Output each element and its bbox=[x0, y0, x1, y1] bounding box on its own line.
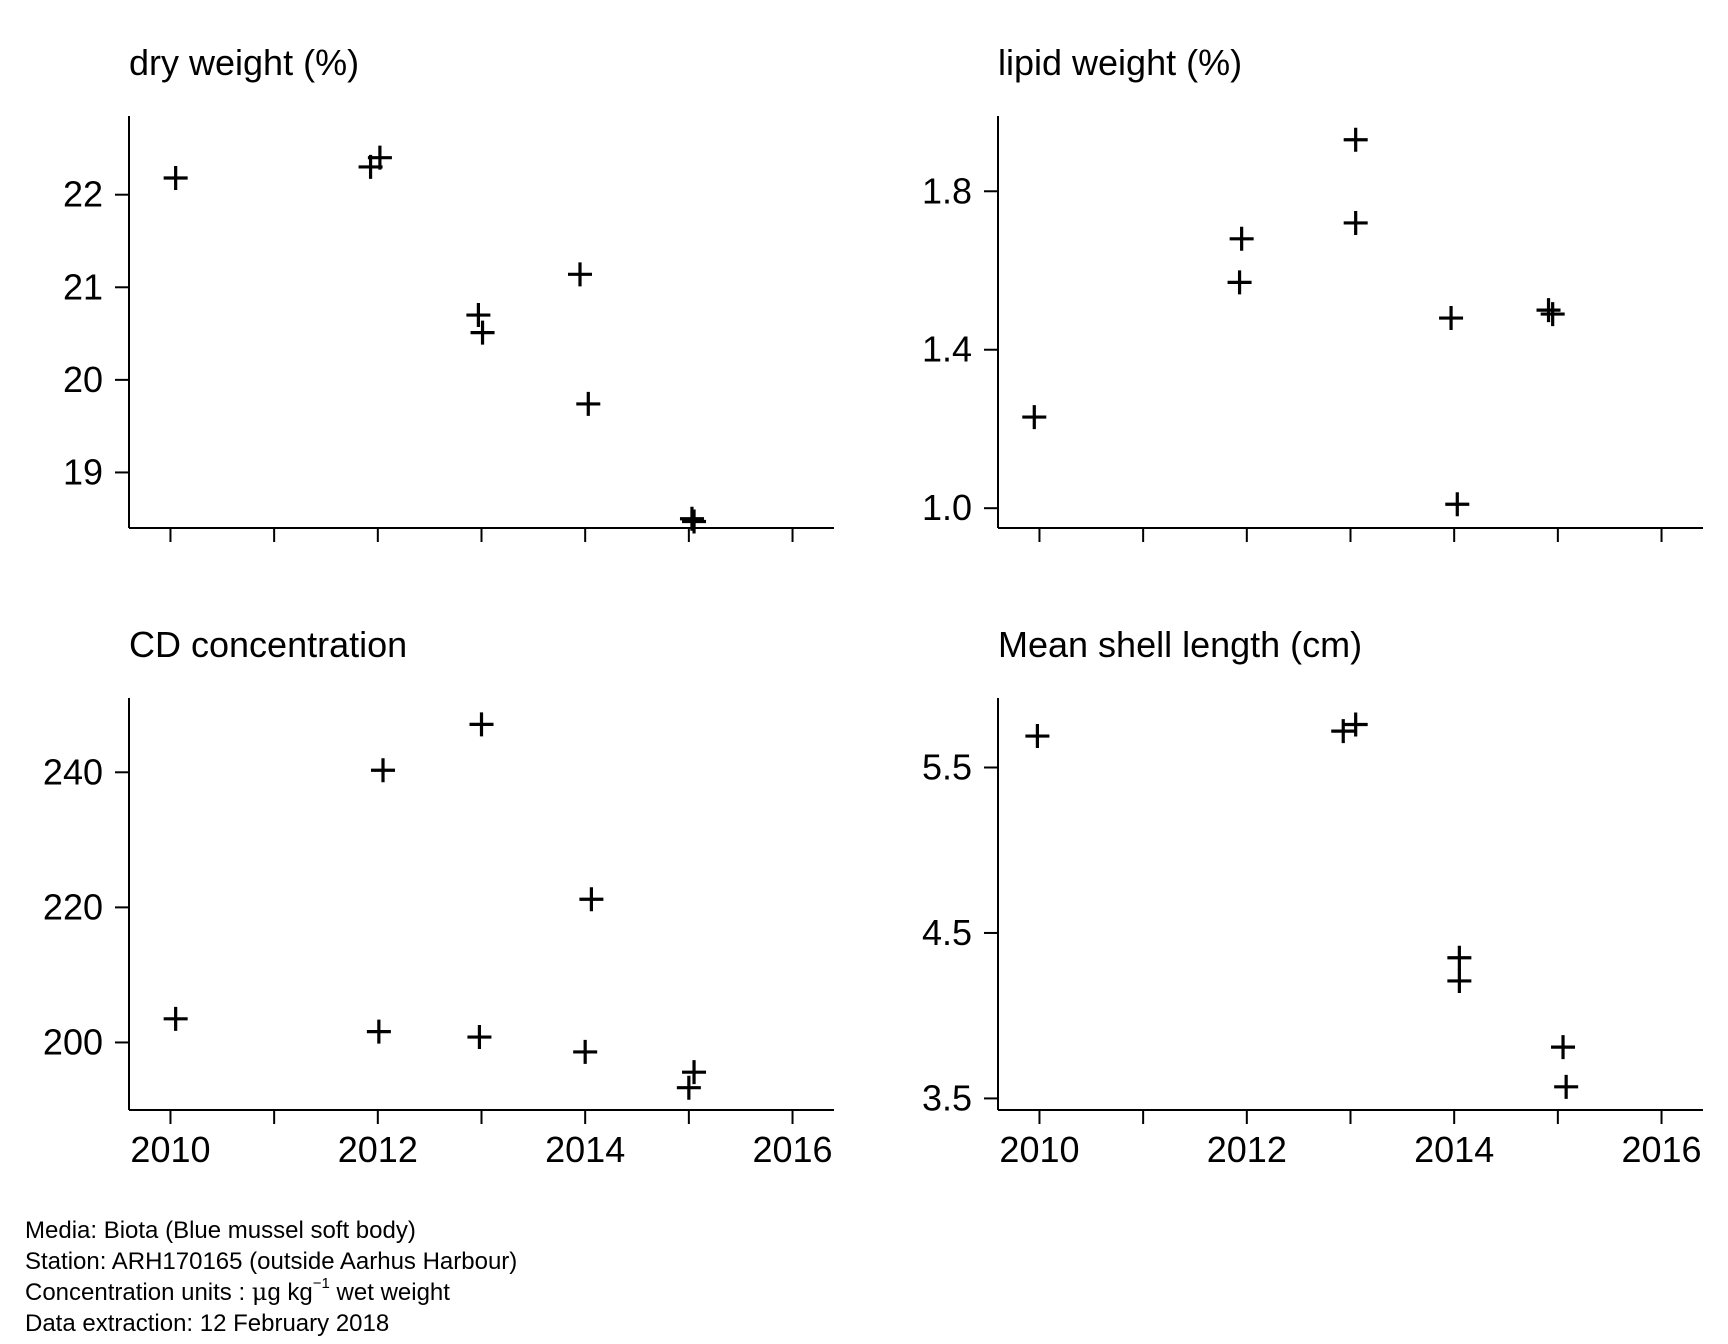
data-point bbox=[579, 887, 604, 912]
y-tick-label: 3.5 bbox=[922, 1077, 972, 1118]
y-tick-label: 5.5 bbox=[922, 746, 972, 787]
media-note: Media: Biota (Blue mussel soft body) bbox=[25, 1217, 416, 1244]
data-point bbox=[1331, 719, 1356, 744]
chart-footer: Media: Biota (Blue mussel soft body) Sta… bbox=[25, 1215, 517, 1339]
data-point bbox=[1536, 298, 1561, 323]
x-tick-label: 2016 bbox=[752, 1129, 832, 1170]
data-point bbox=[679, 506, 704, 531]
units-prefix: Concentration units : bbox=[25, 1279, 246, 1306]
data-point bbox=[1343, 210, 1368, 235]
y-tick-label: 200 bbox=[43, 1021, 103, 1062]
units-suffix: wet weight bbox=[329, 1279, 450, 1306]
panel-title: CD concentration bbox=[129, 624, 407, 665]
y-tick-label: 20 bbox=[63, 359, 103, 400]
data-point bbox=[1343, 712, 1368, 737]
data-point bbox=[1447, 945, 1472, 970]
units-exponent: −1 bbox=[312, 1275, 330, 1292]
x-tick-label: 2014 bbox=[545, 1129, 625, 1170]
y-tick-label: 19 bbox=[63, 451, 103, 492]
panel-title: Mean shell length (cm) bbox=[998, 624, 1362, 665]
data-point bbox=[469, 712, 494, 737]
y-tick-label: 21 bbox=[63, 266, 103, 307]
data-point bbox=[573, 1039, 598, 1064]
units-g: g kg bbox=[267, 1279, 313, 1306]
station-note: Station: ARH170165 (outside Aarhus Harbo… bbox=[25, 1248, 518, 1275]
data-point bbox=[1025, 724, 1050, 749]
y-tick-label: 4.5 bbox=[922, 912, 972, 953]
data-point bbox=[366, 1019, 391, 1044]
x-tick-label: 2012 bbox=[338, 1129, 418, 1170]
units-mu: μ bbox=[251, 1278, 268, 1306]
panel-dry-weight: dry weight (%) 19 20 21 22 bbox=[63, 42, 834, 542]
data-point bbox=[676, 1075, 701, 1100]
data-point bbox=[1229, 226, 1254, 251]
x-tick-label: 2012 bbox=[1207, 1129, 1287, 1170]
x-tick-label: 2010 bbox=[999, 1129, 1079, 1170]
y-tick-label: 1.8 bbox=[922, 170, 972, 211]
data-point bbox=[682, 509, 707, 534]
data-point bbox=[466, 303, 491, 328]
data-point bbox=[1439, 306, 1464, 331]
y-tick-label: 22 bbox=[63, 174, 103, 215]
data-point bbox=[1551, 1035, 1576, 1060]
data-point bbox=[367, 145, 392, 170]
data-point bbox=[1022, 405, 1047, 430]
data-point bbox=[467, 1025, 492, 1050]
units-note: Concentration units : μg kg−1 wet weight bbox=[25, 1275, 517, 1308]
data-point bbox=[371, 758, 396, 783]
data-point bbox=[163, 166, 188, 191]
data-point bbox=[682, 1060, 707, 1085]
data-point bbox=[1447, 968, 1472, 993]
data-point bbox=[1540, 302, 1565, 327]
data-point bbox=[1343, 127, 1368, 152]
x-tick-label: 2014 bbox=[1414, 1129, 1494, 1170]
y-tick-label: 1.0 bbox=[922, 487, 972, 528]
panel-cd-concentration: CD concentration 2010 2012 2014 2016 200 220 24… bbox=[43, 624, 834, 1170]
data-point bbox=[470, 320, 495, 345]
y-tick-label: 1.4 bbox=[922, 329, 972, 370]
data-point bbox=[1227, 270, 1252, 295]
data-point bbox=[1445, 492, 1470, 517]
data-point bbox=[1554, 1074, 1579, 1099]
x-tick-label: 2010 bbox=[130, 1129, 210, 1170]
data-point bbox=[163, 1006, 188, 1031]
data-point bbox=[576, 391, 601, 416]
panel-shell-length: Mean shell length (cm) 2010 2012 2014 2016 3.… bbox=[922, 624, 1703, 1170]
data-point bbox=[567, 262, 592, 287]
y-tick-label: 220 bbox=[43, 886, 103, 927]
panel-title: lipid weight (%) bbox=[998, 42, 1242, 83]
y-tick-label: 240 bbox=[43, 751, 103, 792]
panel-title: dry weight (%) bbox=[129, 42, 359, 83]
x-tick-label: 2016 bbox=[1621, 1129, 1701, 1170]
panel-lipid-weight: lipid weight (%) 1.0 1.4 1.8 bbox=[922, 42, 1703, 542]
extraction-note: Data extraction: 12 February 2018 bbox=[25, 1310, 390, 1337]
